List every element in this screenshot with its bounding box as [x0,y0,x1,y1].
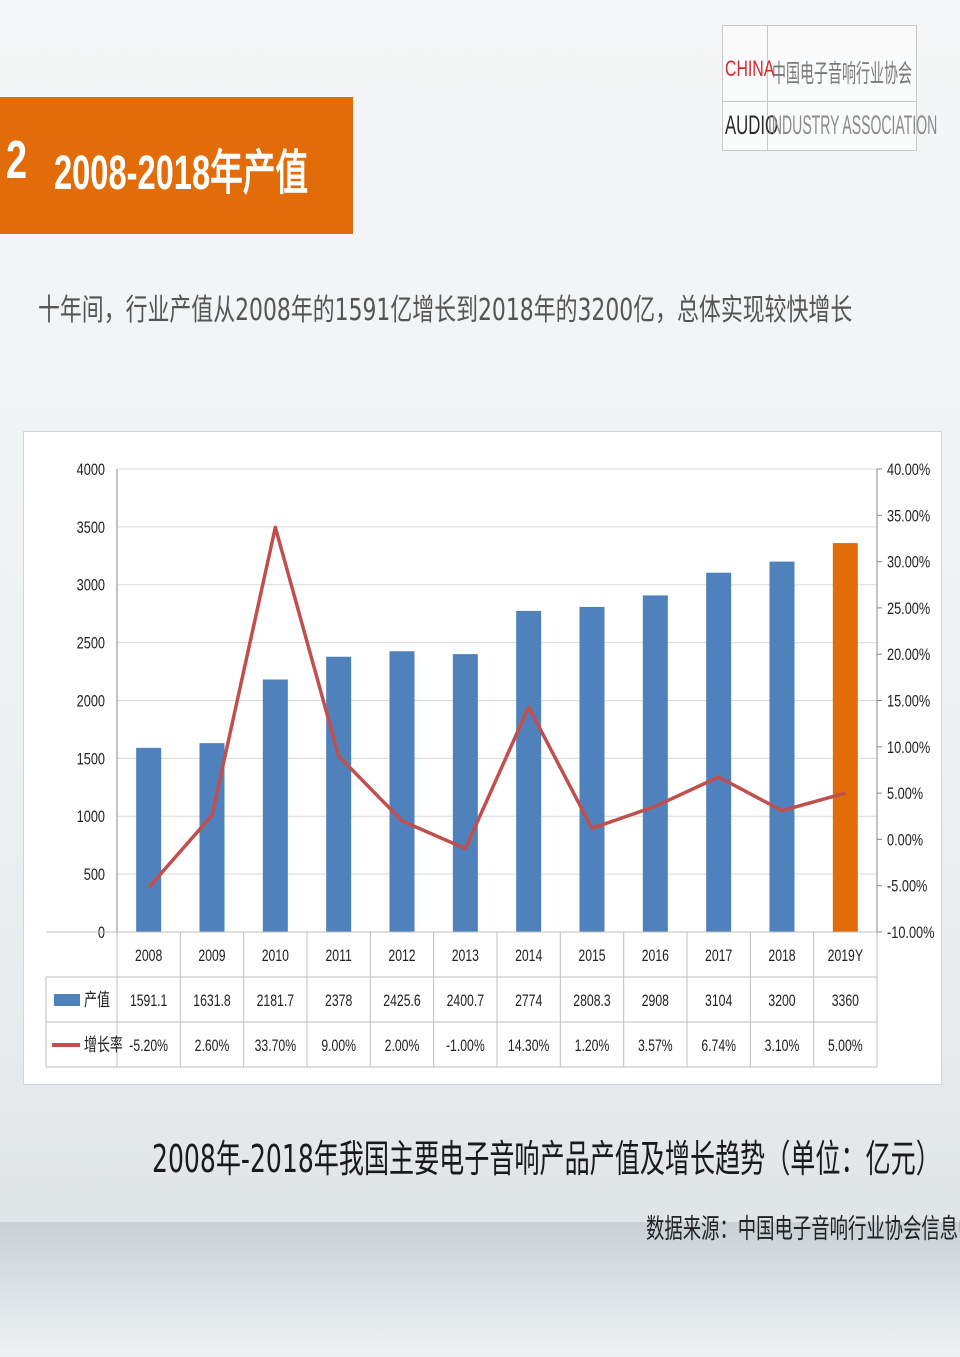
rate-value-label: 1.20% [575,1037,610,1055]
bar-value-label: 2400.7 [447,992,484,1010]
chart-caption: 2008年-2018年我国主要电子音响产品产值及增长趋势（单位：亿元） [152,1137,941,1181]
legend-label-line: 增长率 [84,1035,123,1056]
bar-value-label: 2378 [325,992,352,1010]
chart-svg: 0 500 1000 1500 2000 2500 3000 3500 4000 -10.00% -… [45,460,934,1068]
bar-value-label: 2774 [515,992,542,1010]
bar-value-label: 2908 [642,992,669,1010]
bar [516,610,542,932]
bar-value-label: 3360 [832,992,859,1010]
logo-divider-vertical [767,26,768,150]
category-label: 2015 [578,947,605,965]
bar [706,572,732,932]
category-label: 2019Y [828,947,863,965]
left-tick-label: 3500 [77,518,105,537]
section-banner: 2 2008-2018年产值 [0,97,353,234]
right-tick-label: 25.00% [887,599,930,618]
section-number: 2 [6,130,28,190]
category-label: 2012 [388,947,415,965]
rate-value-label: -5.20% [129,1037,168,1055]
right-tick-label: 20.00% [887,645,930,664]
logo-china: CHINA [725,56,775,81]
bar-value-label: 1631.8 [193,992,230,1010]
bar [136,747,162,932]
section-title: 2008-2018年产值 [54,147,309,200]
right-tick-label: -10.00% [887,923,934,942]
rate-value-label: 14.30% [508,1037,549,1055]
bar-value-label: 3104 [705,992,732,1010]
association-logo: CHINA 中国电子音响行业协会 AUDIO INDUSTRY ASSOCIAT… [722,25,937,151]
bar [326,656,352,932]
legend-key-bar [54,994,80,1006]
category-label: 2009 [198,947,225,965]
bar [262,679,288,932]
rate-value-label: 3.57% [638,1037,673,1055]
right-tick-label: 40.00% [887,460,930,479]
rate-value-label: 6.74% [701,1037,736,1055]
bar [452,654,478,932]
growth-line [147,525,846,889]
chart-container: 0 500 1000 1500 2000 2500 3000 3500 4000 -10.00% -… [23,431,942,1085]
rate-value-label: 2.00% [385,1037,420,1055]
right-tick-label: 5.00% [887,784,923,803]
rate-value-label: 3.10% [765,1037,800,1055]
right-tick-label: 10.00% [887,738,930,757]
logo-audio: AUDIO [725,110,779,140]
left-tick-label: 1500 [77,750,105,769]
right-tick-label: -5.00% [887,877,927,896]
category-label: 2018 [768,947,795,965]
category-label: 2017 [705,947,732,965]
bar [389,651,415,932]
rate-value-label: 5.00% [828,1037,863,1055]
right-tick-label: 35.00% [887,507,930,526]
category-label: 2016 [642,947,669,965]
rate-value-label: 9.00% [321,1037,356,1055]
rate-value-label: 2.60% [195,1037,230,1055]
right-tick-label: 15.00% [887,692,930,711]
left-tick-label: 0 [98,923,105,942]
bar [769,561,795,932]
bar [579,606,605,932]
category-label: 2010 [262,947,289,965]
legend-label-bar: 产值 [84,990,110,1011]
logo-divider-horizontal [723,101,916,102]
left-tick-label: 2000 [77,692,105,711]
rate-value-label: 33.70% [255,1037,296,1055]
data-source: 数据来源：中国电子音响行业协会信息中心 [646,1214,960,1245]
bar-value-label: 2181.7 [257,992,294,1010]
left-tick-label: 2500 [77,634,105,653]
category-label: 2011 [326,947,352,965]
left-tick-label: 500 [84,865,105,884]
category-label: 2008 [135,947,162,965]
right-tick-label: 0.00% [887,831,923,850]
intro-text: 十年间，行业产值从2008年的1591亿增长到2018年的3200亿，总体实现较… [38,293,853,328]
background-band [0,1222,960,1357]
bar-value-label: 2808.3 [573,992,610,1010]
right-tick-label: 30.00% [887,553,930,572]
logo-en-name: INDUSTRY ASSOCIATION [768,110,938,140]
left-tick-label: 3000 [77,576,105,595]
rate-value-label: -1.00% [446,1037,485,1055]
category-label: 2013 [452,947,479,965]
left-tick-label: 4000 [77,460,105,479]
bar-value-label: 1591.1 [130,992,167,1010]
bar [642,595,668,932]
logo-cn-name: 中国电子音响行业协会 [772,59,913,88]
bar [832,543,858,932]
bar-value-label: 3200 [768,992,795,1010]
bar-value-label: 2425.6 [383,992,420,1010]
category-label: 2014 [515,947,542,965]
left-tick-label: 1000 [77,808,105,827]
